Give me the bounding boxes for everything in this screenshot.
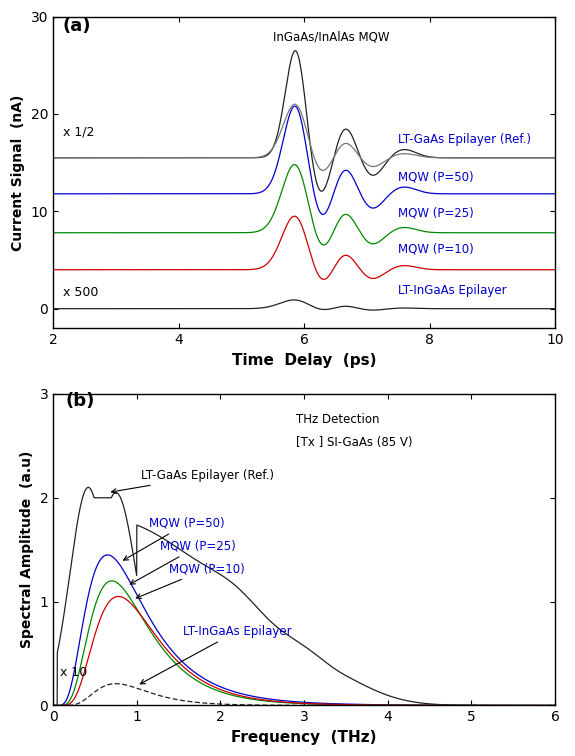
Text: LT-GaAs Epilayer (Ref.): LT-GaAs Epilayer (Ref.) bbox=[112, 469, 274, 494]
X-axis label: Time  Delay  (ps): Time Delay (ps) bbox=[232, 352, 377, 367]
Text: MQW (P=25): MQW (P=25) bbox=[398, 206, 474, 219]
Text: MQW (P=50): MQW (P=50) bbox=[398, 170, 474, 183]
Text: MQW (P=10): MQW (P=10) bbox=[398, 242, 474, 256]
Text: InGaAs/InAlAs MQW: InGaAs/InAlAs MQW bbox=[273, 31, 389, 44]
Text: LT-GaAs Epilayer (Ref.): LT-GaAs Epilayer (Ref.) bbox=[398, 133, 531, 146]
Text: LT-InGaAs Epilayer: LT-InGaAs Epilayer bbox=[398, 284, 507, 297]
Text: x 1/2: x 1/2 bbox=[63, 125, 94, 138]
Y-axis label: Current Signal  (nA): Current Signal (nA) bbox=[11, 94, 25, 250]
Text: [Tx ] SI-GaAs (85 V): [Tx ] SI-GaAs (85 V) bbox=[296, 436, 412, 449]
Text: MQW (P=25): MQW (P=25) bbox=[131, 540, 236, 584]
Text: LT-InGaAs Epilayer: LT-InGaAs Epilayer bbox=[140, 625, 292, 684]
Text: MQW (P=50): MQW (P=50) bbox=[124, 517, 225, 560]
Text: MQW (P=10): MQW (P=10) bbox=[136, 562, 244, 599]
Text: x 500: x 500 bbox=[63, 286, 98, 299]
Text: (b): (b) bbox=[66, 392, 95, 411]
Text: x 10: x 10 bbox=[60, 666, 87, 680]
Text: THz Detection: THz Detection bbox=[296, 413, 380, 426]
Text: (a): (a) bbox=[63, 17, 91, 36]
X-axis label: Frequency  (THz): Frequency (THz) bbox=[231, 730, 377, 745]
Y-axis label: Spectral Amplitude  (a.u): Spectral Amplitude (a.u) bbox=[20, 451, 34, 649]
